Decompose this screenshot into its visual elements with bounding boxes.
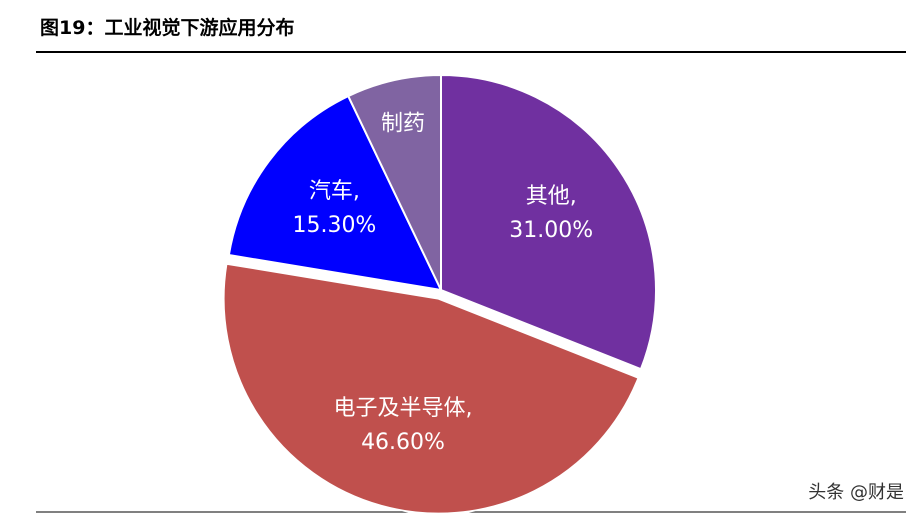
- slice-category: 其他,: [526, 184, 577, 209]
- pie-slice: [227, 94, 443, 292]
- slice-category: 电子及半导体,: [334, 396, 473, 421]
- slice-category: 制药: [381, 111, 425, 136]
- slice-category: 汽车,: [309, 179, 360, 204]
- watermark: 头条 @财是: [808, 482, 904, 503]
- pie-slice: [222, 262, 640, 515]
- pie-slice: [440, 73, 657, 371]
- pie-slice: [346, 73, 442, 291]
- data-label: 15.30%: [292, 213, 376, 238]
- data-label: 46.60%: [361, 430, 445, 455]
- data-label: 31.00%: [509, 218, 593, 243]
- chart-title: 图19：工业视觉下游应用分布: [40, 16, 294, 39]
